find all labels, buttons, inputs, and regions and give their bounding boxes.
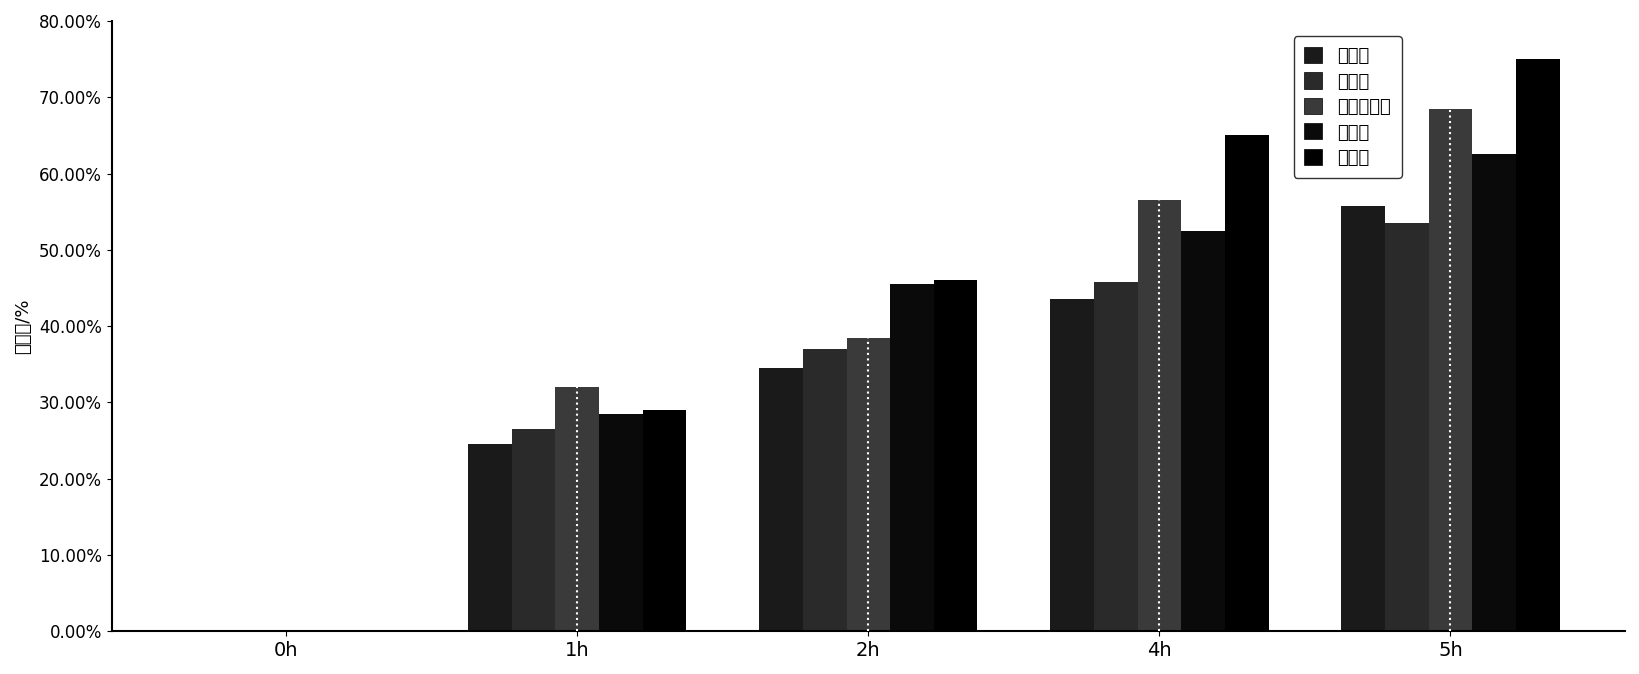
Bar [1051, 299, 1093, 632]
Bar [1182, 231, 1224, 632]
Bar [934, 280, 977, 632]
Bar [642, 410, 687, 632]
Bar [1341, 206, 1385, 632]
Bar [600, 414, 642, 632]
Bar [511, 429, 556, 632]
Bar [556, 387, 600, 632]
Bar [803, 349, 846, 632]
Legend: 乙草胺, 甲草胺, 异丙甲草胺, 丙草胺, 丁草胺: 乙草胺, 甲草胺, 异丙甲草胺, 丙草胺, 丁草胺 [1293, 36, 1401, 178]
Bar [1516, 59, 1560, 632]
Bar [1472, 154, 1516, 632]
Bar [469, 444, 511, 632]
Bar [846, 338, 890, 632]
Bar [890, 284, 934, 632]
Bar [1137, 200, 1182, 632]
Bar [759, 368, 803, 632]
Bar [1429, 109, 1472, 632]
Bar [1224, 135, 1269, 632]
Bar [1385, 223, 1429, 632]
Bar [1093, 282, 1137, 632]
Y-axis label: 降解率/%: 降解率/% [13, 299, 31, 354]
